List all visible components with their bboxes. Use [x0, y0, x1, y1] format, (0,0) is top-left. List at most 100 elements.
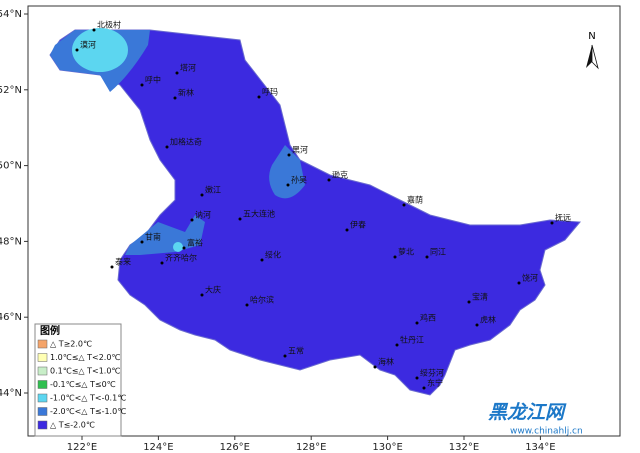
place-label: 新林 [178, 88, 194, 98]
place-label: 抚远 [555, 213, 571, 223]
place-dot [415, 376, 419, 380]
place-label: 加格达奇 [170, 137, 202, 147]
place-label: 孙吴 [291, 175, 307, 185]
zone-blue [125, 215, 205, 255]
latitude-label: 46°N [0, 312, 22, 323]
latitude-label: 50°N [0, 161, 22, 172]
legend-swatch [37, 393, 48, 403]
place-dot [422, 386, 426, 390]
place-label: 五常 [288, 347, 304, 356]
place-dot [160, 261, 164, 265]
latitude-label: 52°N [0, 85, 22, 96]
place-label: 塔河 [180, 63, 196, 73]
place-dot [165, 145, 169, 149]
place-dot [92, 28, 96, 32]
place-dot [140, 240, 144, 244]
latitude-label: 54°N [0, 9, 22, 20]
north-label: N [588, 31, 595, 42]
place-dot [286, 183, 290, 187]
place-label: 嫩江 [205, 185, 221, 195]
north-arrow: N [586, 31, 599, 70]
place-label: 漠河 [80, 40, 96, 50]
place-label: 逊克 [332, 170, 348, 180]
place-dot [190, 218, 194, 222]
place-label: 五大连池 [243, 209, 275, 219]
legend-swatch [37, 339, 48, 349]
place-dot [200, 293, 204, 297]
longitude-label: 132°E [449, 442, 479, 453]
place-dot [260, 258, 264, 262]
legend-label: -0.1℃≤△ T≤0℃ [50, 380, 116, 389]
place-dot [245, 303, 249, 307]
place-label: 北极村 [97, 20, 121, 30]
legend-box [34, 323, 122, 437]
place-dot [395, 343, 399, 347]
place-dot [287, 153, 291, 157]
place-dot [402, 203, 406, 207]
place-dot [475, 323, 479, 327]
latitude-label: 48°N [0, 236, 22, 247]
place-dot [110, 265, 114, 269]
place-label: 呼中 [145, 75, 161, 85]
place-label: 大庆 [205, 285, 221, 295]
latitude-label: 44°N [0, 388, 22, 399]
zone-cyan [173, 242, 183, 252]
place-dot [517, 281, 521, 285]
place-label: 宝清 [472, 292, 488, 302]
place-dot [238, 217, 242, 221]
place-label: 讷河 [195, 210, 211, 220]
place-label: 绥芬河 [420, 368, 444, 378]
place-dot [200, 193, 204, 197]
place-label: 海林 [378, 357, 394, 367]
place-label: 黑河 [292, 145, 308, 155]
place-dot [182, 246, 186, 250]
legend-title: 图例 [40, 324, 60, 337]
place-dot [75, 48, 79, 52]
place-label: 嘉荫 [407, 195, 423, 205]
zone-cyan [72, 28, 128, 72]
legend-swatch [37, 407, 48, 416]
place-dot [425, 255, 429, 259]
legend-swatch [37, 353, 48, 362]
legend-label: △ T≥2.0℃ [50, 340, 92, 349]
place-dot [393, 255, 397, 259]
legend-label: 1.0℃≤△ T<2.0℃ [50, 353, 120, 362]
legend-swatch [37, 380, 48, 389]
logo-name: 黑龙江网 [488, 402, 567, 424]
place-dot [550, 221, 554, 225]
province [49, 29, 582, 396]
place-dot [327, 178, 331, 182]
place-dot [175, 71, 179, 75]
logo-url: www.chinahlj.cn [510, 427, 583, 437]
place-dot [140, 83, 144, 87]
place-label: 饶河 [522, 273, 538, 283]
legend-label: -2.0℃<△ T≤-1.0℃ [50, 407, 126, 416]
place-label: 哈尔滨 [250, 295, 274, 305]
place-label: 鸡西 [420, 313, 436, 323]
longitude-label: 130°E [372, 442, 402, 453]
longitude-label: 134°E [525, 442, 555, 453]
legend-swatch [37, 366, 48, 376]
legend-label: 0.1℃≤△ T<1.0℃ [50, 367, 120, 376]
place-dot [345, 228, 349, 232]
legend-swatch [37, 420, 48, 430]
place-label: 同江 [430, 248, 446, 257]
place-label: 泰来 [115, 257, 131, 267]
place-dot [257, 95, 261, 99]
place-dot [467, 300, 471, 304]
place-label: 齐齐哈尔 [165, 253, 197, 263]
place-dot [283, 354, 287, 358]
place-label: 伊春 [350, 220, 366, 230]
place-label: 虎林 [480, 315, 496, 325]
place-label: 绥化 [265, 250, 281, 260]
longitude-label: 122°E [67, 442, 97, 453]
place-label: 东宁 [427, 378, 443, 388]
place-label: 牡丹江 [400, 335, 424, 345]
longitude-label: 126°E [220, 442, 250, 453]
place-dot [373, 365, 377, 369]
longitude-label: 124°E [143, 442, 173, 453]
place-dot [415, 321, 419, 325]
place-label: 甘南 [145, 232, 161, 242]
